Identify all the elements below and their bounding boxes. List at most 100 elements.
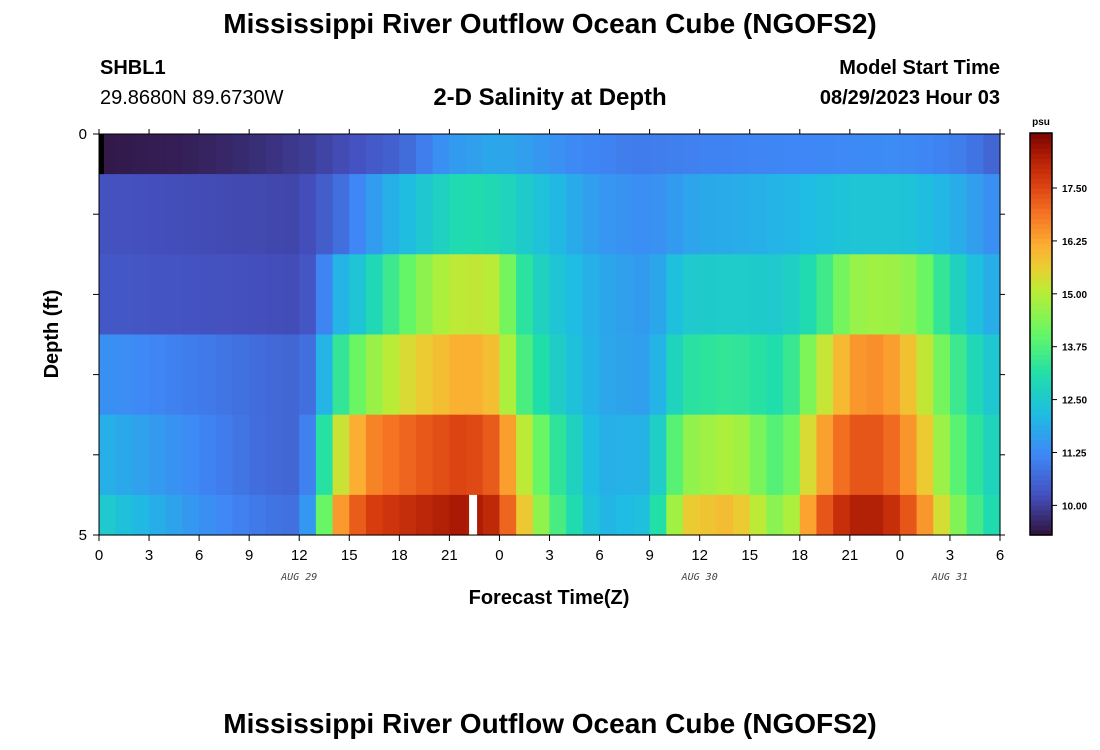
heatmap-cell bbox=[833, 254, 851, 336]
heatmap-cell bbox=[783, 254, 801, 336]
heatmap-cell bbox=[482, 414, 501, 496]
heatmap-cell bbox=[499, 494, 517, 536]
heatmap-cell bbox=[983, 414, 1001, 496]
heatmap-cell bbox=[766, 254, 784, 336]
heatmap-cell bbox=[599, 134, 617, 175]
colorbar-segment bbox=[1030, 133, 1052, 139]
colorbar-tick-label: 10.00 bbox=[1062, 501, 1087, 512]
heatmap-cell bbox=[432, 334, 450, 416]
heatmap-cell bbox=[165, 414, 184, 496]
heatmap-cell bbox=[783, 494, 801, 536]
heatmap-cell bbox=[983, 134, 1001, 175]
heatmap-cell bbox=[833, 334, 851, 416]
colorbar-segment bbox=[1030, 359, 1052, 365]
heatmap-cell bbox=[449, 134, 467, 175]
heatmap-cell bbox=[582, 174, 601, 255]
date-label: AUG 29 bbox=[280, 572, 317, 583]
heatmap-cell bbox=[132, 414, 150, 496]
heatmap-cell bbox=[532, 414, 551, 496]
colorbar-segment bbox=[1030, 374, 1052, 380]
heatmap-cell bbox=[149, 414, 167, 496]
heatmap-cell bbox=[482, 174, 501, 255]
heatmap-cell bbox=[582, 134, 601, 175]
heatmap-cell bbox=[215, 254, 234, 336]
heatmap-cell bbox=[733, 494, 751, 536]
colorbar-segment bbox=[1030, 514, 1052, 521]
x-tick-label: 21 bbox=[841, 547, 858, 564]
colorbar-segment bbox=[1030, 273, 1052, 280]
colorbar-segment bbox=[1030, 233, 1052, 240]
x-tick-label: 21 bbox=[441, 547, 458, 564]
heatmap-cell bbox=[966, 134, 984, 175]
heatmap-cell bbox=[883, 174, 901, 255]
heatmap-cell bbox=[449, 334, 467, 416]
x-tick-label: 6 bbox=[195, 547, 203, 564]
heatmap-cell bbox=[349, 414, 367, 496]
plot-axes: 0 3 6 9 12 15 18 21 0 3 6 9 12 15 18 21 0 3 6 AUG 29 AUG 30 A… bbox=[79, 126, 1005, 583]
x-tick-label: 15 bbox=[741, 547, 758, 564]
heatmap-cell bbox=[99, 174, 117, 255]
heatmap-cell bbox=[149, 494, 167, 536]
heatmap-cell bbox=[549, 414, 567, 496]
heatmap-cell bbox=[466, 174, 484, 255]
heatmap-cell bbox=[365, 254, 384, 336]
heatmap-cell bbox=[699, 334, 717, 416]
colorbar-segment bbox=[1030, 484, 1052, 491]
heatmap-cell bbox=[649, 174, 667, 255]
heatmap-cell bbox=[649, 494, 667, 536]
footer-title: Mississippi River Outflow Ocean Cube (NG… bbox=[223, 708, 877, 739]
heatmap-cell bbox=[766, 414, 784, 496]
colorbar-segment bbox=[1030, 339, 1052, 345]
heatmap-cell bbox=[682, 334, 701, 416]
colorbar-tick-label: 13.75 bbox=[1062, 343, 1087, 354]
heatmap-cell bbox=[916, 134, 934, 175]
heatmap-cell bbox=[833, 174, 851, 255]
heatmap-cell bbox=[949, 174, 968, 255]
heatmap-cell bbox=[749, 414, 768, 496]
heatmap-cell bbox=[599, 174, 617, 255]
heatmap-cell bbox=[716, 414, 734, 496]
x-tick-label: 0 bbox=[95, 547, 103, 564]
x-tick-label: 0 bbox=[896, 547, 904, 564]
colorbar-segment bbox=[1030, 459, 1052, 466]
heatmap-cell bbox=[766, 134, 784, 175]
colorbar-segment bbox=[1030, 444, 1052, 451]
heatmap-cell bbox=[282, 254, 300, 336]
colorbar-segment bbox=[1030, 323, 1052, 330]
colorbar-segment bbox=[1030, 183, 1052, 189]
colorbar-frame bbox=[1029, 132, 1053, 536]
colorbar-segment bbox=[1030, 308, 1052, 315]
heatmap-cell bbox=[766, 334, 784, 416]
heatmap-cell bbox=[733, 174, 751, 255]
heatmap-cell bbox=[783, 414, 801, 496]
heatmap-cell bbox=[616, 494, 634, 536]
colorbar-segment bbox=[1030, 173, 1052, 179]
heatmap-cell bbox=[933, 134, 951, 175]
heatmap-cell bbox=[282, 414, 300, 496]
colorbar-segment bbox=[1030, 163, 1052, 169]
heatmap-cell bbox=[549, 334, 567, 416]
x-axis-title: Forecast Time(Z) bbox=[469, 587, 630, 609]
heatmap-cell bbox=[949, 134, 968, 175]
heatmap-cell bbox=[265, 254, 284, 336]
heatmap-cell bbox=[282, 134, 300, 175]
heatmap-cell bbox=[132, 134, 150, 175]
y-tick-label: 5 bbox=[79, 527, 87, 544]
heatmap-cell bbox=[115, 134, 133, 175]
heatmap-cell bbox=[416, 254, 434, 336]
colorbar-segment bbox=[1030, 439, 1052, 446]
colorbar-segment bbox=[1030, 328, 1052, 335]
colorbar-segment bbox=[1030, 153, 1052, 159]
heatmap-cell bbox=[432, 174, 450, 255]
heatmap-cell bbox=[566, 334, 584, 416]
heatmap-cell bbox=[666, 414, 684, 496]
heatmap-cell bbox=[933, 414, 951, 496]
date-label: AUG 31 bbox=[931, 572, 968, 583]
heatmap-cell bbox=[265, 174, 284, 255]
heatmap-cell bbox=[682, 414, 701, 496]
colorbar-segment bbox=[1030, 208, 1052, 214]
heatmap-cell bbox=[265, 134, 284, 175]
heatmap-cell bbox=[466, 334, 484, 416]
heatmap-cell bbox=[232, 254, 250, 336]
y-tick-label: 0 bbox=[79, 126, 87, 143]
